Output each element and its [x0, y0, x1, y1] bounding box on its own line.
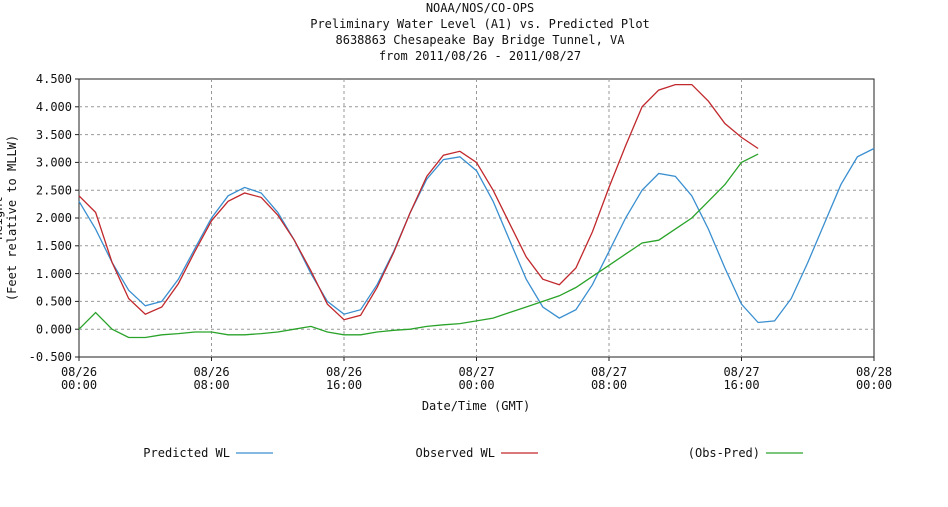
x-tick-label: 08/27 16:00 — [723, 365, 759, 392]
chart-title: NOAA/NOS/CO-OPS — [426, 1, 534, 15]
chart-title: 8638863 Chesapeake Bay Bridge Tunnel, VA — [336, 33, 626, 47]
y-tick-label: -0.500 — [29, 350, 72, 364]
y-tick-label: 2.500 — [36, 183, 72, 197]
y-tick-label: 1.000 — [36, 267, 72, 281]
x-tick-label: 08/26 16:00 — [326, 365, 362, 392]
y-axis-title: (Feet relative to MLLW) — [5, 135, 19, 301]
x-tick-label: 08/26 00:00 — [61, 365, 97, 392]
y-tick-label: 0.500 — [36, 295, 72, 309]
legend-label: Predicted WL — [143, 446, 230, 460]
series-line — [78, 153, 759, 339]
x-axis-title: Date/Time (GMT) — [422, 399, 530, 413]
x-tick-label: 08/27 08:00 — [591, 365, 627, 392]
x-tick-label: 08/26 08:00 — [193, 365, 229, 392]
series-line — [78, 147, 875, 324]
y-tick-label: 1.500 — [36, 239, 72, 253]
x-tick-label: 08/28 00:00 — [856, 365, 892, 392]
y-tick-label: 2.000 — [36, 211, 72, 225]
y-tick-label: 4.500 — [36, 72, 72, 86]
x-tick-label: 08/27 00:00 — [458, 365, 494, 392]
y-axis-title: Height — [0, 196, 5, 239]
series-line — [78, 83, 759, 321]
y-tick-label: 4.000 — [36, 100, 72, 114]
y-tick-label: 0.000 — [36, 322, 72, 336]
y-tick-label: 3.000 — [36, 156, 72, 170]
chart-title: from 2011/08/26 - 2011/08/27 — [379, 49, 581, 63]
y-tick-label: 3.500 — [36, 128, 72, 142]
legend-label: Observed WL — [416, 446, 495, 460]
legend-label: (Obs-Pred) — [688, 446, 760, 460]
chart-title: Preliminary Water Level (A1) vs. Predict… — [310, 17, 650, 31]
